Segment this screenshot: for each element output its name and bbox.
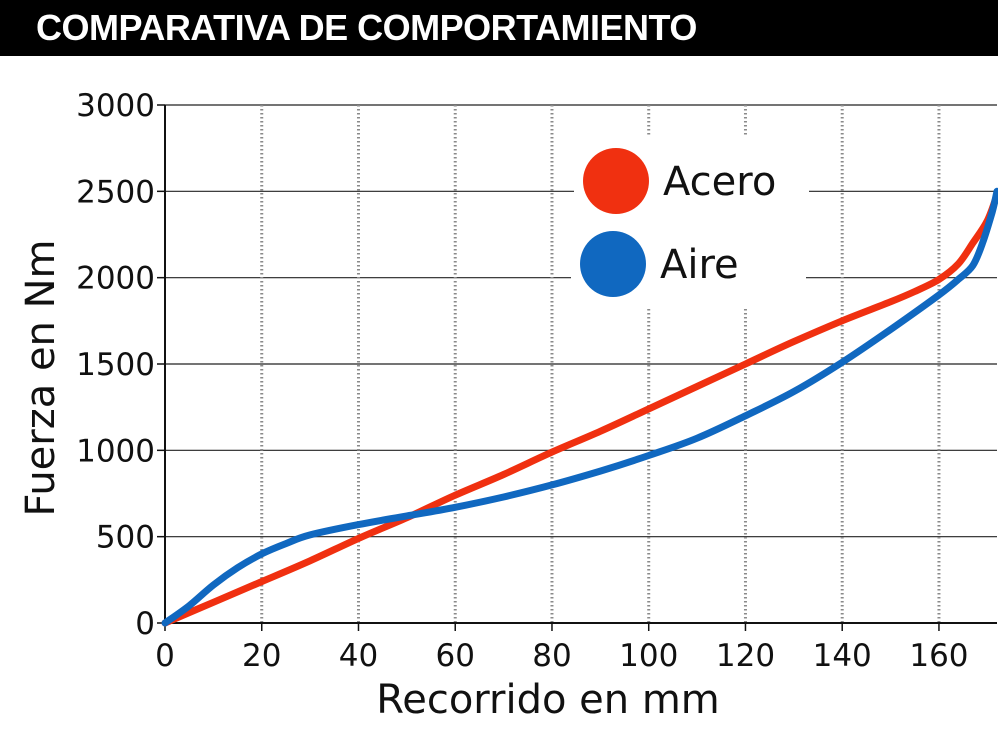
series-line-acero: [161, 191, 998, 627]
legend-marker-aire: [580, 231, 646, 297]
series-line-aire: [161, 187, 998, 627]
y-tick-label: 1000: [76, 433, 155, 469]
x-tick-label: 160: [909, 638, 968, 674]
y-tick-label: 2000: [76, 261, 155, 297]
x-axis-label: Recorrido en mm: [376, 677, 720, 723]
y-tick-label: 2500: [76, 174, 155, 210]
x-tick-label: 80: [532, 638, 571, 674]
x-tick-label: 100: [619, 638, 678, 674]
y-tick-label: 0: [135, 606, 155, 642]
legend: Acero Aire: [571, 137, 809, 308]
x-tick-label: 0: [155, 638, 175, 674]
y-tick-labels: 0 500 1000 1500 2000 2500 3000: [76, 88, 155, 642]
x-tick-label: 40: [339, 638, 378, 674]
chart-title: COMPARATIVA DE COMPORTAMIENTO: [0, 0, 998, 56]
axes: [157, 104, 997, 631]
x-tick-labels: 0 20 40 60 80 100 120 140 160: [155, 638, 968, 674]
x-tick-label: 60: [436, 638, 475, 674]
y-axis-label: Fuerza en Nm: [18, 239, 64, 516]
y-tick-label: 1500: [76, 347, 155, 383]
x-tick-label: 140: [813, 638, 872, 674]
series-lines: [161, 187, 998, 627]
legend-label-acero: Acero: [663, 159, 776, 205]
y-tick-label: 500: [96, 520, 155, 556]
legend-label-aire: Aire: [660, 242, 739, 288]
x-tick-label: 20: [242, 638, 281, 674]
x-tick-label: 120: [716, 638, 775, 674]
y-tick-label: 3000: [76, 88, 155, 124]
legend-marker-acero: [583, 148, 649, 214]
